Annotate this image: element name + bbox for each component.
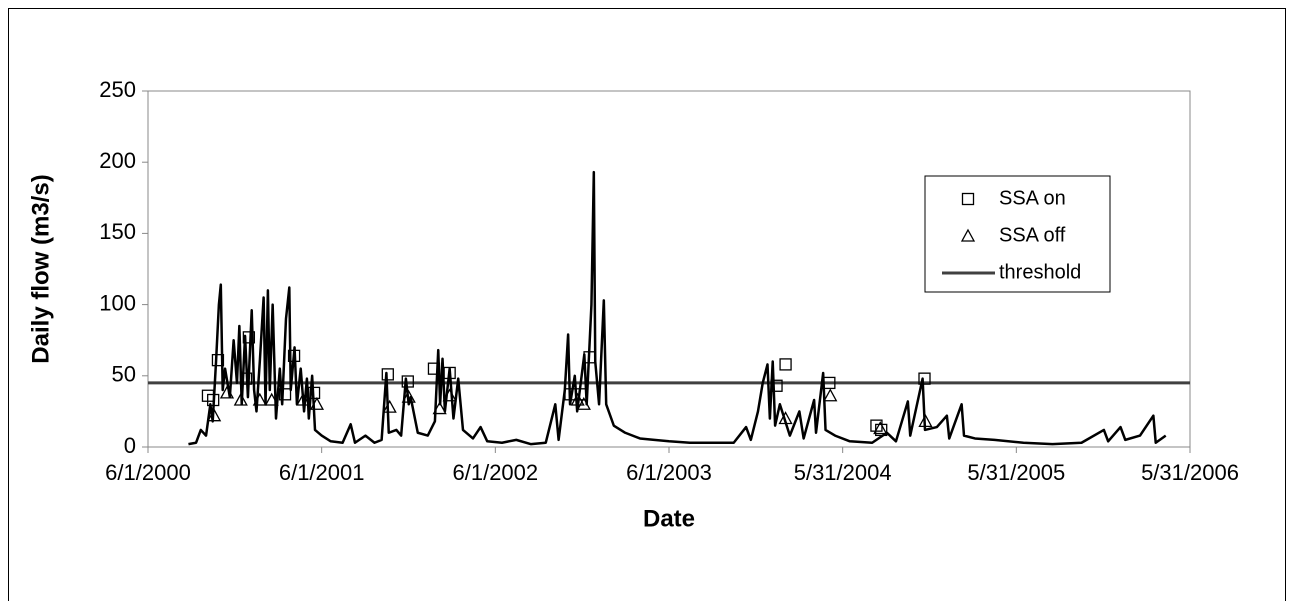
y-axis-title: Daily flow (m3/s) [27,174,54,363]
square-marker [443,366,456,380]
x-tick-label: 5/31/2006 [1141,460,1239,485]
y-tick-label: 50 [112,362,136,387]
square-marker [207,393,220,407]
triangle-marker [918,414,933,428]
square-marker [770,379,783,392]
triangle-marker [252,392,267,406]
triangle-marker [873,421,888,435]
triangle-marker [233,392,248,406]
square-marker [583,351,596,364]
x-axis-title: Date [643,505,695,532]
square-marker [239,372,253,385]
square-marker [381,368,394,381]
triangle-marker [442,388,457,402]
legend-label: threshold [999,261,1081,283]
triangle-marker [296,392,311,406]
legend-label: SSA on [999,187,1066,209]
triangle-marker [207,408,222,422]
triangle-marker [401,389,416,403]
legend-label: SSA off [999,224,1066,246]
x-tick-label: 6/1/2002 [453,460,539,485]
triangle-marker [382,399,397,413]
y-tick-label: 150 [99,219,136,244]
x-tick-label: 5/31/2005 [967,460,1065,485]
square-marker [211,353,225,367]
triangle-marker [570,392,585,406]
x-tick-label: 6/1/2003 [626,460,712,485]
square-marker [287,349,301,363]
square-marker [242,331,256,344]
y-tick-label: 250 [99,77,136,102]
x-tick-label: 6/1/2001 [279,460,365,485]
square-marker [307,386,321,400]
triangle-marker [960,228,976,242]
y-tick-label: 0 [124,433,136,458]
flow-line [188,170,1167,446]
triangle-marker [432,401,447,415]
triangle-marker [219,385,235,399]
y-tick-label: 100 [99,290,136,315]
square-marker [961,192,975,206]
square-marker [278,388,292,401]
x-tick-label: 5/31/2004 [794,460,892,485]
square-marker [779,358,792,371]
triangle-marker [264,392,279,406]
square-marker [427,362,441,375]
x-tick-label: 6/1/2000 [105,460,191,485]
square-marker [401,375,414,388]
triangle-marker [309,396,325,410]
legend: SSA on SSA off threshold [924,175,1111,293]
square-marker [918,372,931,385]
triangle-marker [823,388,838,402]
triangle-marker [576,396,591,410]
y-tick-label: 200 [99,148,136,173]
square-marker [823,376,836,390]
triangle-marker [778,411,793,425]
